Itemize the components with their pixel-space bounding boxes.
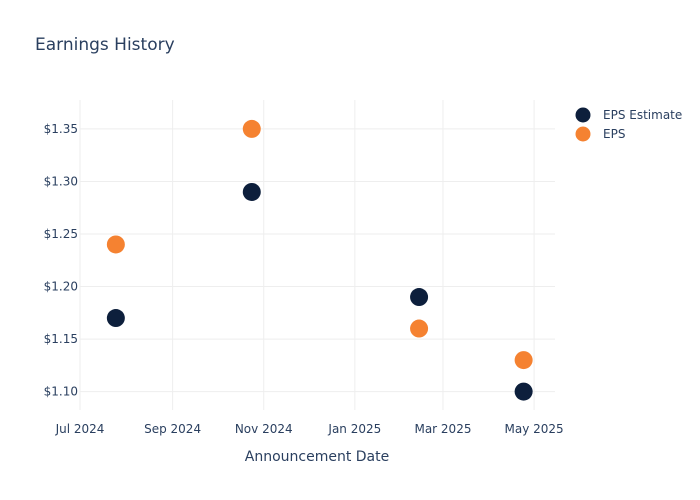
data-point[interactable]	[106, 235, 125, 254]
y-tick-label: $1.15	[44, 332, 78, 346]
data-point[interactable]	[242, 119, 261, 138]
data-point[interactable]	[106, 309, 125, 328]
x-tick-label: May 2025	[505, 422, 564, 436]
x-tick-label: Sep 2024	[144, 422, 201, 436]
x-tick-label: Mar 2025	[414, 422, 471, 436]
legend-label: EPS	[603, 127, 625, 141]
y-tick-label: $1.10	[44, 385, 78, 399]
data-point[interactable]	[242, 182, 261, 201]
chart-title: Earnings History	[35, 35, 175, 55]
legend: EPS Estimate EPS	[575, 107, 682, 142]
data-points	[106, 119, 533, 401]
y-tick-label: $1.20	[44, 280, 78, 294]
y-tick-label: $1.30	[44, 174, 78, 188]
legend-marker	[575, 107, 591, 123]
data-point[interactable]	[410, 319, 429, 338]
x-axis-title: Announcement Date	[245, 449, 389, 465]
data-point[interactable]	[514, 382, 533, 401]
y-tick-label: $1.35	[44, 122, 78, 136]
data-point[interactable]	[514, 351, 533, 370]
x-tick-label: Nov 2024	[235, 422, 293, 436]
y-tick-label: $1.25	[44, 227, 78, 241]
series-0	[106, 182, 533, 401]
data-point[interactable]	[410, 288, 429, 307]
legend-marker	[575, 126, 591, 142]
x-tick-label: Jan 2025	[327, 422, 381, 436]
x-axis-ticks: Jul 2024 Sep 2024 Nov 2024 Jan 2025 Mar 2025…	[55, 422, 564, 436]
legend-label: EPS Estimate	[603, 108, 682, 122]
grid	[79, 100, 555, 410]
y-axis-ticks: $1.10 $1.15 $1.20 $1.25 $1.30 $1.35	[44, 122, 78, 399]
series-1	[106, 119, 533, 370]
x-tick-label: Jul 2024	[55, 422, 105, 436]
